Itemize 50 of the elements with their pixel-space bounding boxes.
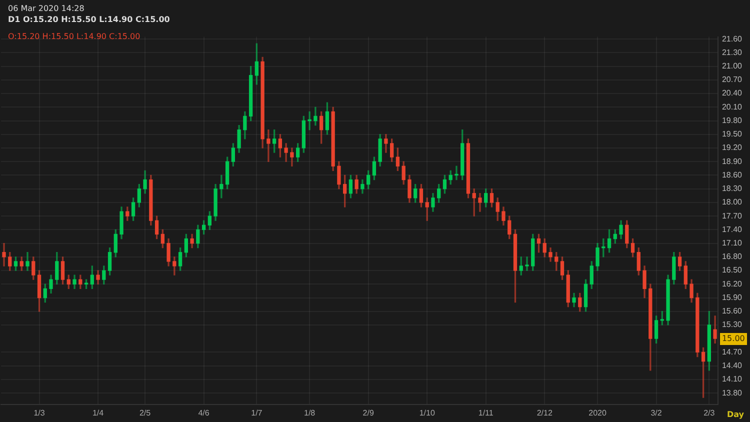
x-tick-label: 1/3 [34,408,46,418]
candlestick [2,242,6,266]
y-tick-label: 18.30 [722,184,743,194]
y-tick-label: 17.70 [722,211,743,220]
y-tick-label: 15.30 [722,320,743,330]
x-tick-label: 2/12 [536,408,553,418]
x-tick-label: 1/8 [304,408,316,418]
x-tick-label: 2/5 [139,408,152,418]
y-tick-label: 14.10 [722,374,743,384]
y-tick-label: 20.10 [722,102,743,112]
y-tick-label: 21.00 [722,62,743,70]
y-tick-label: 21.30 [722,48,743,57]
candlestick [454,166,458,180]
x-tick-label: 1/7 [251,408,263,418]
y-tick-label: 20.40 [722,88,743,98]
y-tick-label: 17.10 [722,238,743,248]
x-tick-label: 3/2 [650,408,662,418]
y-tick-label: 14.70 [722,347,743,356]
y-tick-label: 16.50 [722,266,743,275]
y-tick-label: 16.80 [722,252,743,262]
text: 15.00 [720,332,747,345]
y-tick-label: 18.90 [722,156,743,166]
candlestick [525,256,529,271]
y-tick-label: 15.90 [722,292,743,302]
y-tick-label: 15.60 [722,306,743,316]
candlestick [220,174,224,198]
y-tick-label: 18.00 [722,198,743,207]
candlestick [266,130,270,162]
y-tick-label: 18.60 [722,170,743,180]
x-tick-label: 1/4 [92,408,104,418]
y-tick-label: 13.80 [722,388,743,398]
text: D1 O:15.20 H:15.50 L:14.90 C:15.00 [8,15,170,24]
x-tick-label: 2020 [588,408,607,418]
x-tick-label: 2/3 [704,408,716,418]
x-tick-label: 1/10 [419,408,436,418]
x-tick-label: 1/11 [478,408,494,418]
y-tick-label: 20.70 [722,75,743,84]
y-tick-label: 16.20 [722,279,743,288]
x-tick-label: 4/6 [198,408,210,418]
y-tick-label: 17.40 [722,224,743,234]
x-tick-label: 2/9 [362,408,374,418]
annotation: O:15.20 H:15.50 L:14.90 C:15.00 [8,32,140,41]
y-tick-label: 19.80 [722,116,743,125]
y-tick-label: 19.20 [722,143,743,152]
y-tick-label: 19.50 [722,130,743,139]
x-axis-title: Day [726,410,744,419]
y-tick-label: 21.60 [722,34,743,44]
y-tick-label: 14.40 [722,361,743,370]
candlestick [308,111,312,130]
text: 06 Mar 2020 14:28 [8,4,84,13]
